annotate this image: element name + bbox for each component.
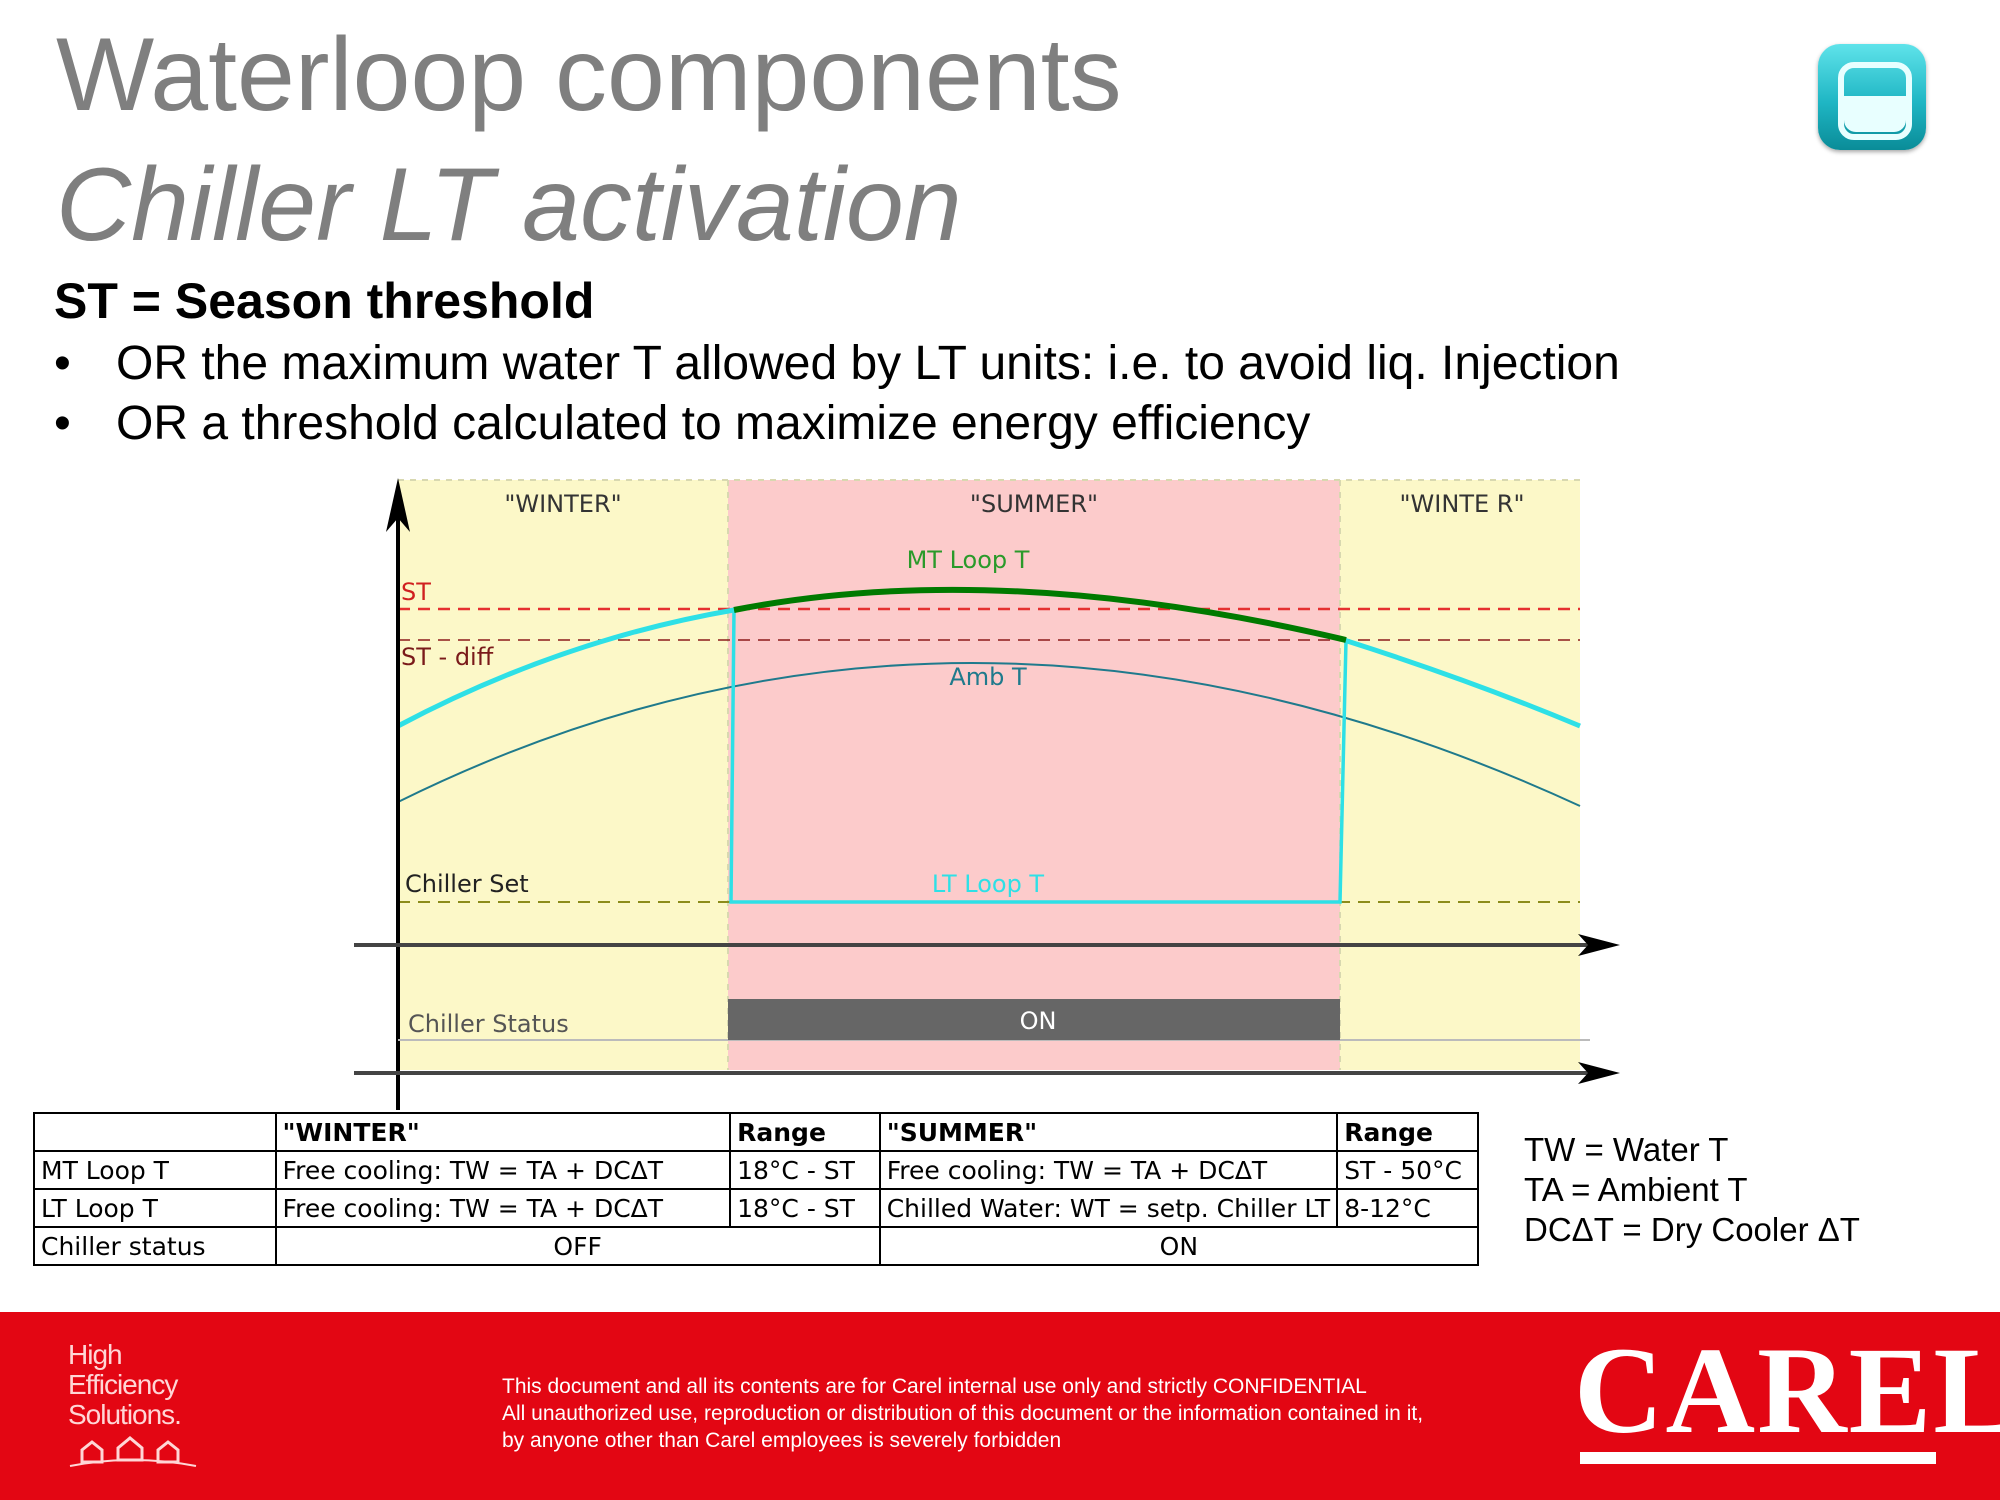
chiller-set-label: Chiller Set — [405, 870, 529, 898]
x-axis-arrow — [1578, 934, 1620, 956]
slide-title: Waterloop components — [56, 17, 1122, 133]
winter-zone-left — [398, 480, 728, 1070]
status-axis-arrow — [1578, 1062, 1620, 1084]
table-cell: LT Loop T — [33, 1188, 277, 1228]
season-threshold-heading: ST = Season threshold — [54, 273, 595, 329]
table-cell: Chiller status — [33, 1226, 277, 1266]
table-row: MT Loop T Free cooling: TW = TA + DCΔT 1… — [33, 1150, 1479, 1190]
st-label: ST — [401, 578, 431, 606]
zone-label-winter: "WINTER" — [504, 490, 621, 518]
bullet-dot: • — [54, 337, 71, 390]
table-header-cell: Range — [1336, 1112, 1479, 1152]
bullet-text: OR the maximum water T allowed by LT uni… — [116, 337, 1620, 390]
table-cell: Chilled Water: WT = setp. Chiller LT — [878, 1188, 1339, 1228]
bullet-item-1: • OR the maximum water T allowed by LT un… — [54, 336, 1620, 391]
legend-item: DCΔT = Dry Cooler ΔT — [1524, 1211, 1860, 1248]
table-cell: 18°C - ST — [729, 1150, 881, 1190]
season-diagram: "WINTER" "SUMMER" "WINTE R" ST ST - diff… — [354, 478, 1620, 1110]
confidentiality-notice: This document and all its contents are f… — [502, 1373, 1423, 1454]
carel-logo: CAREL — [1574, 1322, 2000, 1459]
bullet-dot: • — [54, 397, 71, 450]
table-cell: Free cooling: TW = TA + DCΔT — [274, 1150, 732, 1190]
y-axis-arrow — [386, 478, 410, 532]
notice-line: This document and all its contents are f… — [502, 1375, 1367, 1398]
high-efficiency-solutions-logo: High Efficiency Solutions. — [68, 1339, 182, 1430]
notice-line: All unauthorized use, reproduction or di… — [502, 1402, 1424, 1425]
chiller-on-text: ON — [1020, 1007, 1057, 1035]
table-header-row: "WINTER" Range "SUMMER" Range — [33, 1112, 1479, 1152]
legend-item: TA = Ambient T — [1524, 1171, 1748, 1208]
st-diff-label: ST - diff — [401, 643, 494, 671]
brand-line: Efficiency — [68, 1369, 178, 1400]
table-header-cell: Range — [729, 1112, 881, 1152]
legend-item: TW = Water T — [1524, 1131, 1729, 1168]
brand-line: High — [68, 1339, 123, 1370]
brand-line: Solutions. — [68, 1399, 182, 1430]
lt-loop-label: LT Loop T — [932, 870, 1045, 898]
mt-loop-label: MT Loop T — [907, 546, 1030, 574]
winter-zone-right — [1340, 480, 1580, 1070]
icon-frame — [1838, 62, 1912, 140]
table-cell: Free cooling: TW = TA + DCΔT — [878, 1150, 1339, 1190]
slide-subtitle: Chiller LT activation — [56, 147, 962, 263]
table-row: Chiller status OFF ON — [33, 1226, 1480, 1266]
amb-temperature-curve — [397, 662, 1581, 807]
zone-label-summer: "SUMMER" — [970, 490, 1098, 518]
amb-temperature-label: Amb T — [949, 663, 1027, 691]
houses-icon — [69, 1436, 197, 1467]
rotate-refresh-icon[interactable] — [1818, 44, 1926, 150]
table-cell: ST - 50°C — [1336, 1150, 1479, 1190]
table-cell: 8-12°C — [1336, 1188, 1479, 1228]
table-cell: OFF — [274, 1226, 881, 1266]
bullet-item-2: • OR a threshold calculated to maximize e… — [54, 396, 1310, 451]
zone-label-winter-right: "WINTE R" — [1400, 490, 1525, 518]
table-row: LT Loop T Free cooling: TW = TA + DCΔT 1… — [33, 1188, 1479, 1228]
season-comparison-table: "WINTER" Range "SUMMER" Range MT Loop T … — [33, 1112, 1480, 1266]
lt-loop-curve-right — [1343, 637, 1581, 729]
summer-zone — [728, 480, 1340, 1070]
chiller-on-bar — [728, 999, 1340, 1040]
table-header-cell: "WINTER" — [274, 1112, 732, 1152]
table-cell: MT Loop T — [33, 1150, 277, 1190]
table-cell: Free cooling: TW = TA + DCΔT — [274, 1188, 732, 1228]
bullet-text: OR a threshold calculated to maximize en… — [116, 397, 1311, 450]
icon-fill — [1844, 96, 1906, 132]
table-cell: 18°C - ST — [729, 1188, 881, 1228]
abbreviation-legend: TW = Water T TA = Ambient T DCΔT = Dry C… — [1524, 1130, 1860, 1250]
carel-logo-underline — [1580, 1452, 1936, 1464]
footer-bar — [0, 1312, 2000, 1500]
notice-line: by anyone other than Carel employees is … — [502, 1429, 1062, 1452]
table-header-cell: "SUMMER" — [878, 1112, 1339, 1152]
lt-loop-curve-left — [396, 607, 735, 729]
lt-loop-chiller-path — [729, 609, 1348, 904]
table-header-cell — [33, 1112, 277, 1152]
mt-loop-curve — [733, 586, 1347, 643]
chiller-status-label: Chiller Status — [408, 1010, 569, 1038]
table-cell: ON — [878, 1226, 1480, 1266]
